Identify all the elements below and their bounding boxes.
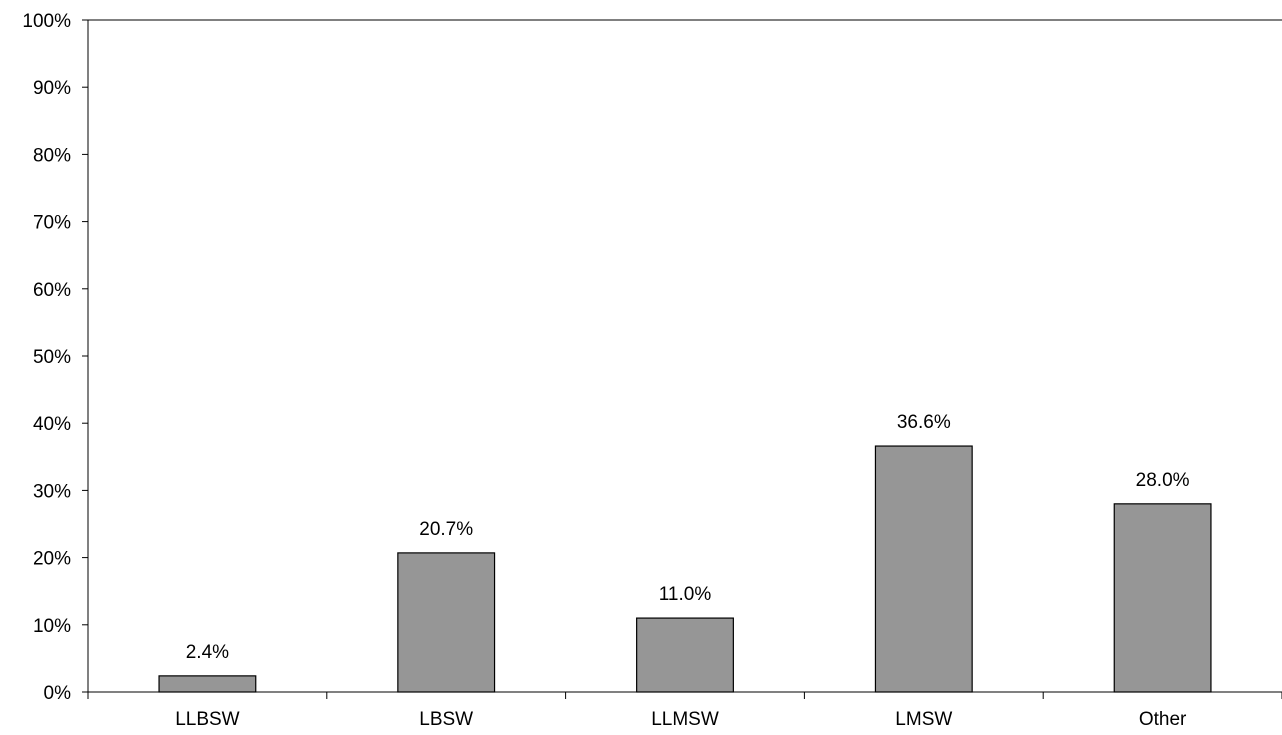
- y-tick-label: 80%: [33, 145, 71, 166]
- data-labels: 2.4% 20.7% 11.0% 36.6% 28.0%: [186, 412, 1190, 663]
- bar: [397, 552, 496, 693]
- data-label: 28.0%: [1136, 470, 1190, 491]
- data-label: 36.6%: [897, 412, 951, 433]
- y-tick-label: 60%: [33, 280, 71, 301]
- data-label: 20.7%: [419, 519, 473, 540]
- bar: [1113, 503, 1212, 693]
- y-tick-label: 50%: [33, 347, 71, 368]
- x-tick-label: Other: [1139, 709, 1187, 730]
- y-tick-label: 40%: [33, 414, 71, 435]
- x-tick-label: LLBSW: [175, 709, 239, 730]
- bars: [158, 445, 1212, 693]
- x-tick-label: LMSW: [895, 709, 952, 730]
- bar: [636, 617, 734, 693]
- x-tick-label: LLMSW: [651, 709, 719, 730]
- bar: [874, 445, 973, 693]
- data-label: 2.4%: [186, 642, 229, 663]
- y-axis: 0% 10% 20% 30% 40% 50% 60% 70% 80% 90% 100%: [22, 11, 1282, 704]
- x-tick-label: LBSW: [419, 709, 473, 730]
- bar: [158, 675, 257, 693]
- y-tick-label: 20%: [33, 549, 71, 570]
- y-tick-label: 90%: [33, 78, 71, 99]
- y-tick-label: 0%: [44, 683, 72, 704]
- y-tick-label: 30%: [33, 481, 71, 502]
- y-tick-label: 10%: [33, 616, 71, 637]
- y-tick-label: 100%: [22, 11, 71, 32]
- data-label: 11.0%: [659, 584, 712, 605]
- y-tick-label: 70%: [33, 213, 71, 234]
